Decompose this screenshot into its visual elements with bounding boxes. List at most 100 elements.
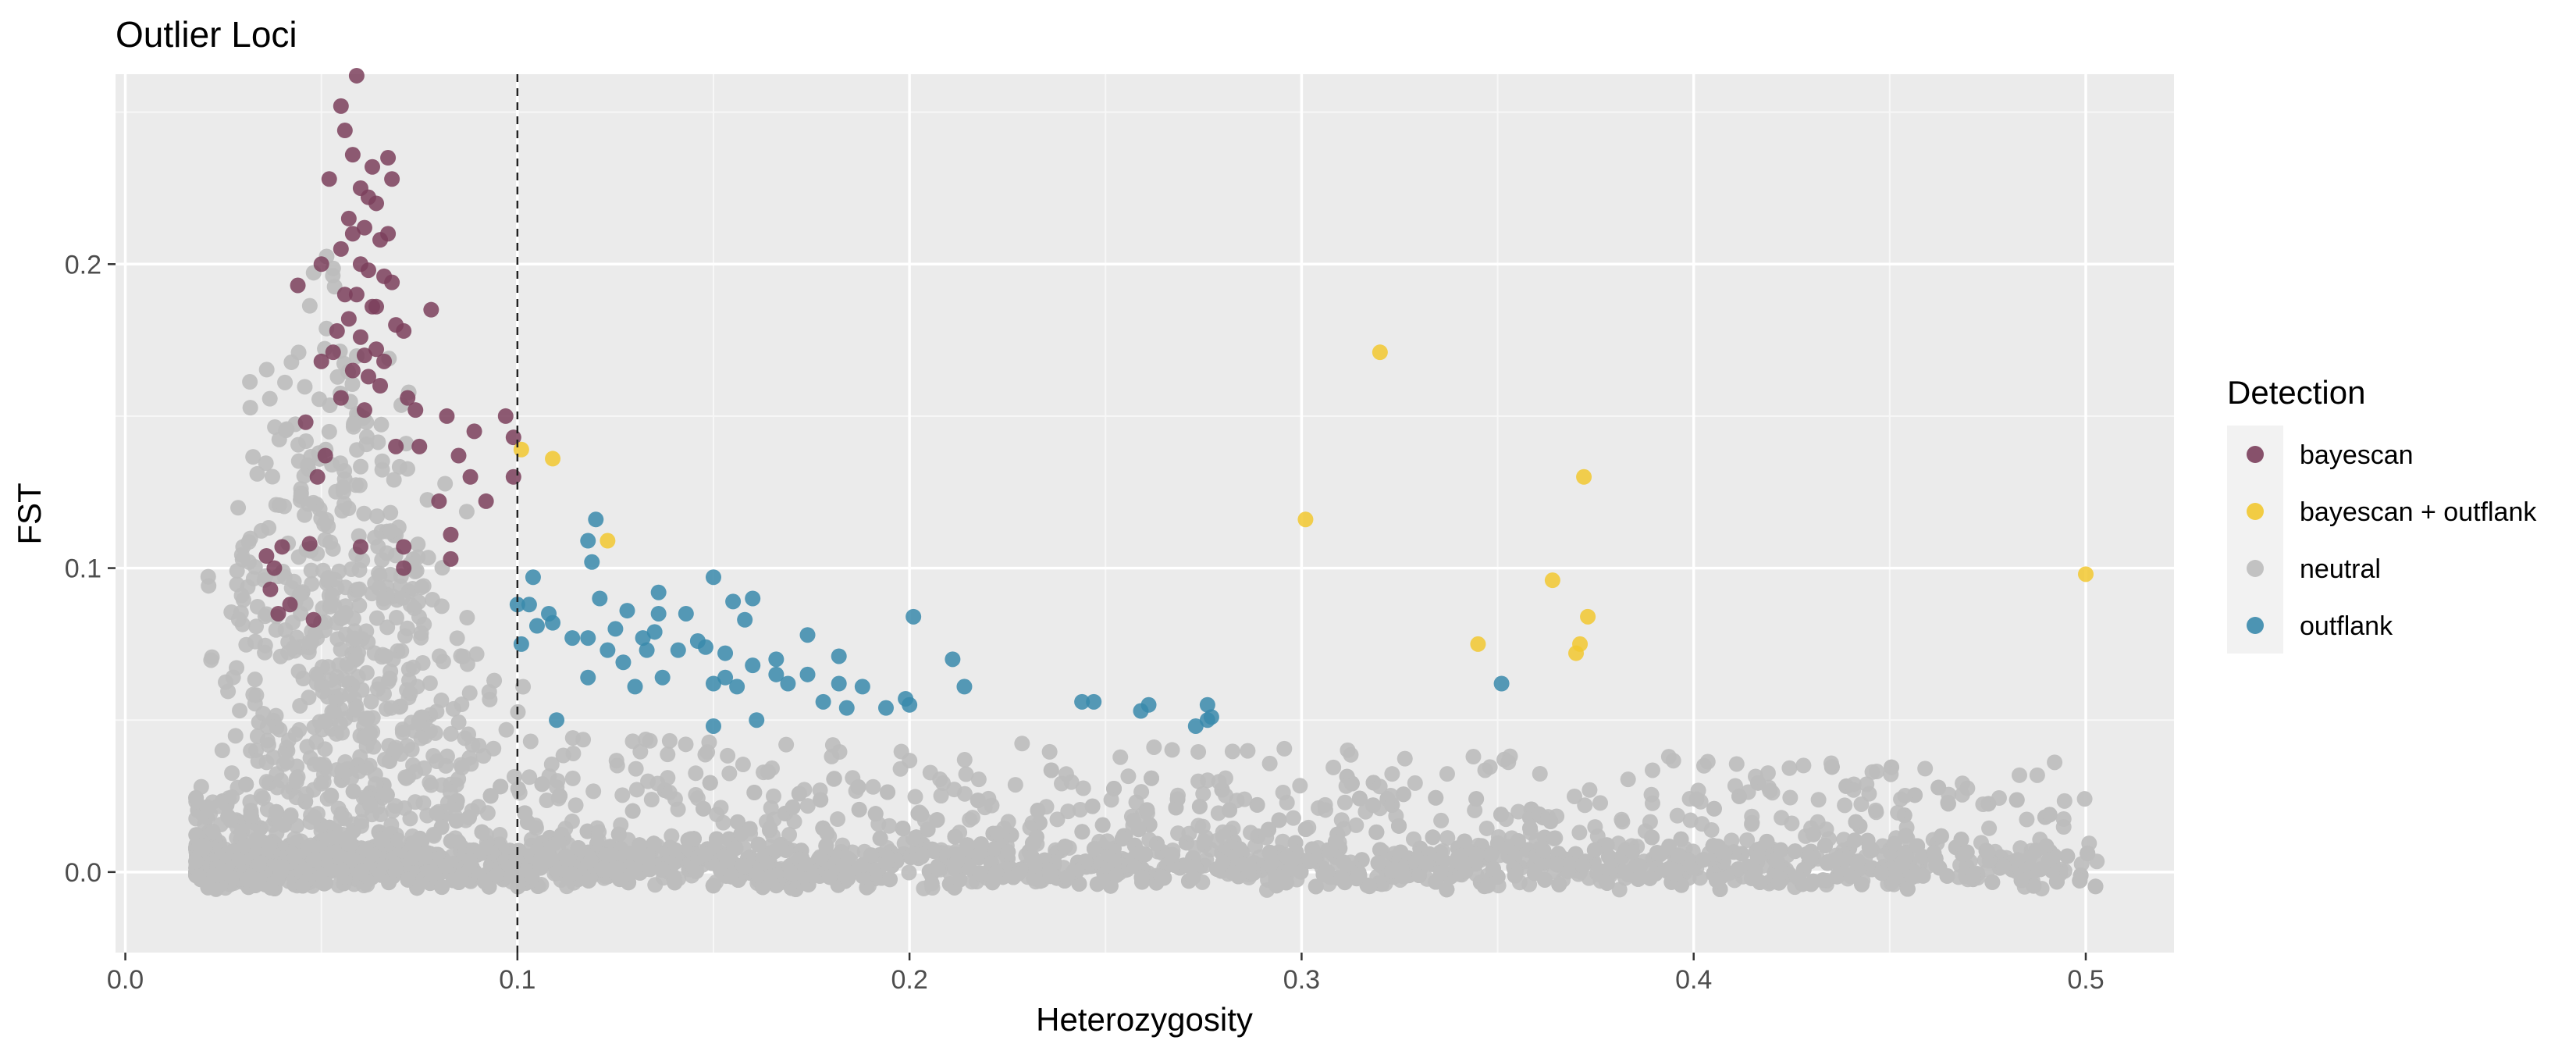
point-neutral bbox=[307, 625, 323, 642]
point-neutral bbox=[564, 770, 581, 786]
point-bayescan bbox=[388, 438, 404, 454]
point-bayescan bbox=[368, 341, 385, 358]
point-neutral bbox=[1467, 802, 1483, 818]
point-neutral bbox=[2076, 791, 2093, 807]
point-neutral bbox=[411, 713, 427, 729]
point-neutral bbox=[946, 782, 962, 798]
point-neutral bbox=[301, 496, 317, 512]
point-neutral bbox=[661, 732, 678, 749]
point-neutral bbox=[1479, 878, 1496, 894]
x-tick-label: 0.2 bbox=[891, 965, 927, 995]
point-neutral bbox=[872, 830, 888, 846]
point-bayescan bbox=[497, 408, 514, 424]
legend-label-bayescan: bayescan bbox=[2300, 440, 2414, 470]
point-neutral bbox=[742, 821, 758, 837]
point-neutral bbox=[1026, 870, 1042, 886]
point-neutral bbox=[460, 726, 476, 743]
point-neutral bbox=[1836, 832, 1852, 848]
point-outflank bbox=[768, 651, 785, 668]
point-neutral bbox=[1764, 785, 1781, 801]
point-neutral bbox=[570, 839, 586, 856]
point-neutral bbox=[342, 686, 358, 703]
point-bayescan bbox=[431, 493, 447, 509]
point-neutral bbox=[410, 536, 426, 553]
point-neutral bbox=[565, 745, 582, 761]
point-neutral bbox=[1418, 855, 1434, 871]
point-neutral bbox=[279, 421, 295, 437]
point-neutral bbox=[247, 671, 263, 688]
point-neutral bbox=[344, 376, 361, 393]
legend-key-bayescan bbox=[2247, 446, 2264, 463]
point-neutral bbox=[585, 783, 602, 800]
point-neutral bbox=[468, 646, 485, 662]
point-bayescan-outflank bbox=[1297, 511, 1314, 528]
point-neutral bbox=[442, 784, 458, 800]
point-neutral bbox=[855, 868, 871, 885]
point-outflank bbox=[1199, 696, 1215, 713]
point-neutral bbox=[351, 561, 368, 578]
point-outflank bbox=[815, 693, 831, 710]
point-neutral bbox=[1181, 825, 1197, 842]
point-neutral bbox=[262, 836, 278, 853]
point-neutral bbox=[276, 498, 293, 515]
point-neutral bbox=[1007, 777, 1023, 793]
point-neutral bbox=[1168, 800, 1184, 816]
point-neutral bbox=[534, 776, 550, 793]
point-neutral bbox=[245, 686, 262, 703]
point-bayescan bbox=[340, 210, 357, 226]
point-bayescan bbox=[317, 447, 333, 464]
point-neutral bbox=[438, 757, 454, 774]
point-neutral bbox=[358, 623, 375, 639]
point-bayescan bbox=[344, 147, 361, 163]
point-neutral bbox=[1049, 811, 1066, 828]
point-bayescan bbox=[333, 98, 349, 114]
point-neutral bbox=[425, 864, 441, 880]
point-neutral bbox=[388, 610, 404, 626]
point-neutral bbox=[1975, 796, 1991, 813]
point-neutral bbox=[335, 609, 351, 625]
point-outflank bbox=[639, 642, 655, 658]
point-neutral bbox=[324, 704, 340, 720]
point-neutral bbox=[786, 814, 802, 830]
point-neutral bbox=[643, 791, 660, 807]
point-neutral bbox=[1351, 867, 1368, 883]
point-bayescan bbox=[313, 353, 329, 369]
point-neutral bbox=[277, 374, 294, 390]
point-neutral bbox=[1744, 814, 1760, 831]
point-neutral bbox=[579, 823, 596, 839]
point-bayescan bbox=[356, 347, 372, 364]
point-neutral bbox=[929, 812, 945, 828]
point-neutral bbox=[762, 821, 778, 837]
point-neutral bbox=[783, 865, 799, 882]
point-neutral bbox=[464, 803, 480, 819]
point-neutral bbox=[1010, 865, 1026, 882]
point-neutral bbox=[445, 872, 461, 889]
point-neutral bbox=[1820, 855, 1836, 871]
point-outflank bbox=[906, 608, 922, 625]
point-neutral bbox=[390, 832, 407, 849]
point-outflank bbox=[564, 630, 581, 647]
detected-points-layer bbox=[258, 67, 2094, 734]
point-neutral bbox=[1644, 762, 1660, 778]
point-outflank bbox=[717, 669, 734, 686]
point-neutral bbox=[2009, 852, 2026, 868]
point-neutral bbox=[778, 736, 795, 753]
point-neutral bbox=[933, 788, 949, 804]
point-neutral bbox=[1816, 838, 1833, 854]
point-neutral bbox=[1146, 739, 1162, 755]
point-neutral bbox=[721, 765, 738, 782]
point-neutral bbox=[425, 748, 442, 764]
point-neutral bbox=[229, 563, 245, 579]
point-neutral bbox=[564, 866, 580, 882]
point-bayescan bbox=[321, 171, 337, 187]
point-neutral bbox=[1439, 830, 1456, 846]
point-neutral bbox=[293, 605, 309, 622]
point-neutral bbox=[247, 633, 263, 650]
point-neutral bbox=[1644, 795, 1660, 811]
point-neutral bbox=[482, 788, 499, 804]
point-neutral bbox=[1787, 843, 1803, 860]
point-neutral bbox=[678, 736, 694, 753]
point-neutral bbox=[1232, 841, 1248, 857]
point-neutral bbox=[821, 869, 838, 885]
point-neutral bbox=[233, 604, 249, 621]
